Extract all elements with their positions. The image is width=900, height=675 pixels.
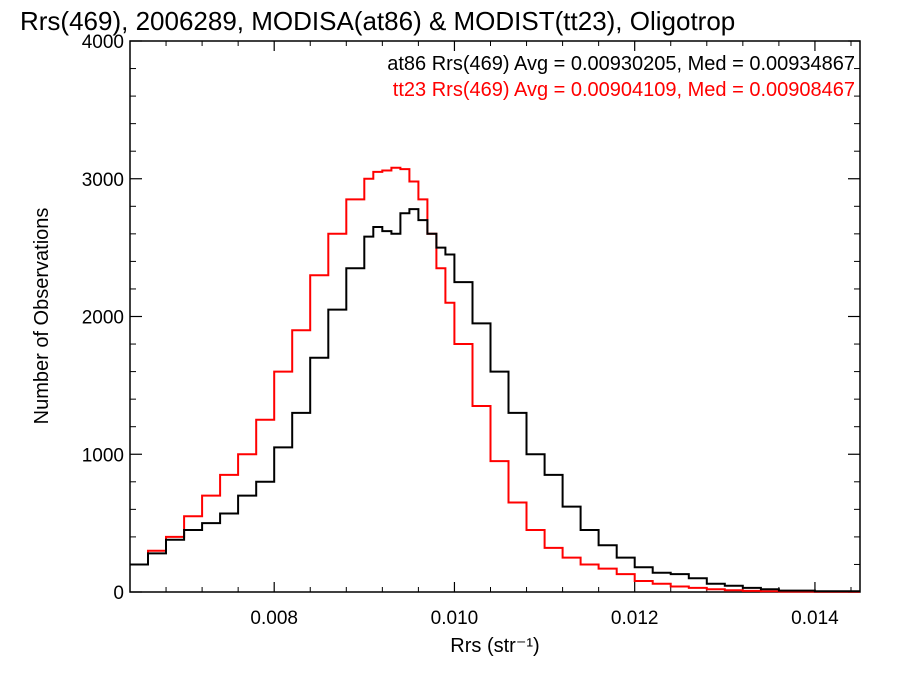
y-axis-label: Number of Observations bbox=[31, 208, 53, 425]
y-tick-label: 4000 bbox=[82, 32, 124, 53]
x-tick-label: 0.010 bbox=[431, 608, 479, 629]
y-tick-label: 1000 bbox=[82, 445, 124, 466]
legend-entry-1: tt23 Rrs(469) Avg = 0.00904109, Med = 0.… bbox=[393, 79, 855, 101]
series-line-1 bbox=[130, 166, 860, 593]
axis-ticks: 0.008 0.010 0.012 0.014 0 1000 2000 3000 4000 bbox=[82, 32, 860, 629]
x-tick-label: 0.012 bbox=[611, 608, 659, 629]
y-tick-label: 0 bbox=[113, 583, 124, 604]
x-tick-label: 0.008 bbox=[250, 608, 298, 629]
legend-entry-0: at86 Rrs(469) Avg = 0.00930205, Med = 0.… bbox=[387, 53, 855, 75]
plot-frame bbox=[129, 40, 861, 593]
series-line-0 bbox=[130, 208, 860, 593]
series-group bbox=[130, 166, 860, 593]
y-tick-label: 3000 bbox=[82, 170, 124, 191]
x-tick-label: 0.014 bbox=[791, 608, 839, 629]
x-axis-label: Rrs (str⁻¹) bbox=[450, 635, 539, 657]
legend: at86 Rrs(469) Avg = 0.00930205, Med = 0.… bbox=[387, 53, 855, 101]
y-tick-label: 2000 bbox=[82, 308, 124, 329]
chart-title: Rrs(469), 2006289, MODISA(at86) & MODIST… bbox=[20, 6, 735, 36]
